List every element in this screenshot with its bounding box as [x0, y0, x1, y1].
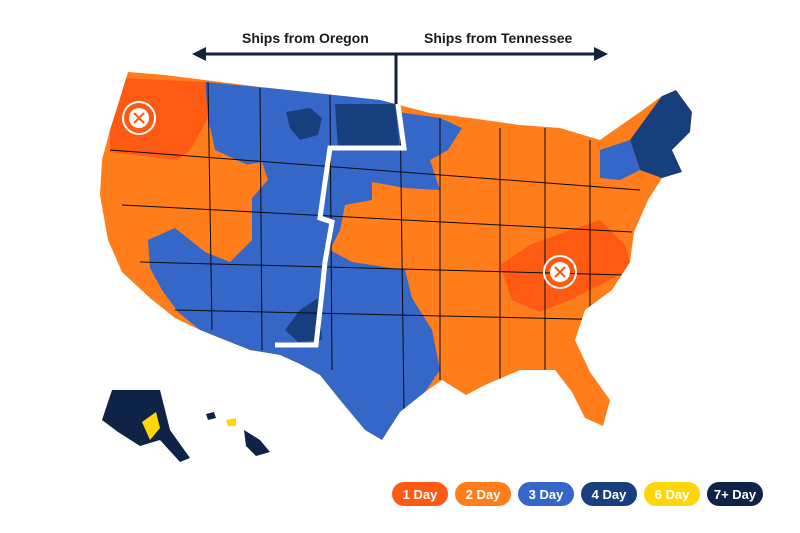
legend-1-day: 1 Day [392, 482, 448, 506]
region-2day-utah [178, 118, 268, 258]
legend-4-day: 4 Day [581, 482, 637, 506]
warehouse-pin-icon [543, 255, 577, 289]
region-4day-north-dakota [335, 104, 400, 150]
region-4day-new-england [630, 90, 692, 178]
ships-from-oregon-label: Ships from Oregon [242, 30, 369, 46]
region-3day-west [148, 82, 462, 440]
us-mainland [100, 72, 692, 440]
region-3day-northeast [600, 140, 640, 180]
legend-6-day: 6 Day [644, 482, 700, 506]
hawaii [206, 412, 270, 456]
region-4day-montana [286, 108, 322, 140]
legend: 1 Day 2 Day 3 Day 4 Day 6 Day 7+ Day [392, 482, 763, 506]
legend-3-day: 3 Day [518, 482, 574, 506]
warehouse-pin-icon [122, 101, 156, 135]
arrow-left [192, 47, 396, 61]
region-1day-oregon [110, 78, 208, 160]
legend-7-plus-day: 7+ Day [707, 482, 763, 506]
arrow-right [396, 47, 608, 61]
alaska [102, 390, 190, 462]
region-divider-line [275, 103, 407, 348]
ships-from-tennessee-label: Ships from Tennessee [424, 30, 573, 46]
region-4day-new-mexico [285, 298, 322, 342]
legend-2-day: 2 Day [455, 482, 511, 506]
